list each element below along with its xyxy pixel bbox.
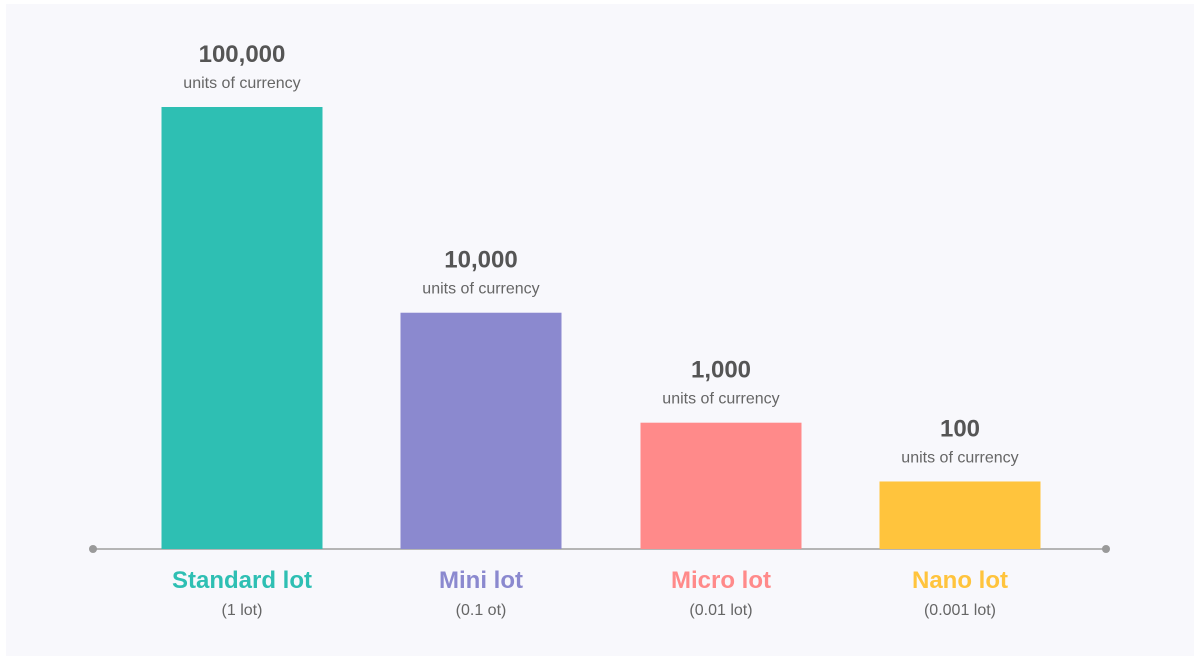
category-subtitle-micro-lot: (0.01 lot) bbox=[689, 602, 752, 619]
category-subtitle-mini-lot: (0.1 ot) bbox=[456, 602, 507, 619]
bar-micro-lot bbox=[640, 422, 802, 549]
unit-label-standard-lot: units of currency bbox=[183, 75, 300, 92]
value-label-nano-lot: 100 bbox=[940, 415, 980, 442]
value-label-mini-lot: 10,000 bbox=[444, 247, 517, 274]
category-subtitle-nano-lot: (0.001 lot) bbox=[924, 602, 996, 619]
value-label-micro-lot: 1,000 bbox=[691, 357, 751, 384]
bar-standard-lot bbox=[161, 107, 323, 549]
bar-nano-lot bbox=[879, 481, 1041, 549]
axis-end-dot bbox=[1102, 545, 1110, 553]
category-subtitle-standard-lot: (1 lot) bbox=[222, 602, 263, 619]
category-label-nano-lot: Nano lot bbox=[912, 567, 1008, 594]
category-label-standard-lot: Standard lot bbox=[172, 567, 312, 594]
axis-start-dot bbox=[89, 545, 97, 553]
category-label-micro-lot: Micro lot bbox=[671, 567, 771, 594]
value-label-standard-lot: 100,000 bbox=[199, 41, 286, 68]
bar-mini-lot bbox=[400, 312, 562, 549]
unit-label-mini-lot: units of currency bbox=[422, 281, 539, 298]
category-label-mini-lot: Mini lot bbox=[439, 567, 523, 594]
unit-label-nano-lot: units of currency bbox=[901, 449, 1018, 466]
unit-label-micro-lot: units of currency bbox=[662, 391, 779, 408]
